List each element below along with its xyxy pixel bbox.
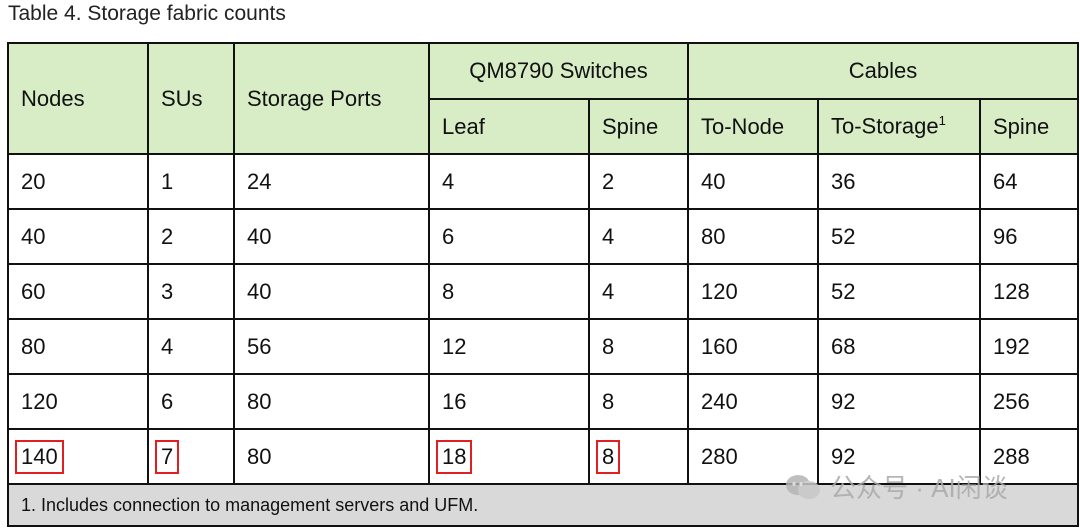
header-to-storage: To-Storage1 (817, 98, 981, 155)
cell-to-storage: 52 (817, 208, 981, 265)
table-row: 140 7 80 18 8 280 92 288 (7, 428, 1080, 485)
cell-to-storage: 68 (817, 318, 981, 375)
cell-to-node: 120 (687, 263, 819, 320)
header-sus: SUs (147, 42, 235, 155)
table-caption: Table 4. Storage fabric counts (8, 2, 286, 25)
header-cables-group: Cables (686, 42, 1080, 100)
cell-nodes: 60 (7, 263, 149, 320)
cell-sus: 4 (147, 318, 235, 375)
cell-storage-ports: 40 (233, 263, 430, 320)
cell-to-storage: 52 (817, 263, 981, 320)
cell-leaf: 8 (428, 263, 590, 320)
cell-storage-ports: 80 (233, 428, 430, 485)
cell-nodes: 20 (7, 153, 149, 210)
cell-nodes: 120 (7, 373, 149, 430)
table-row: 60 3 40 8 4 120 52 128 (7, 263, 1080, 320)
cell-spine-cable: 64 (978, 153, 1080, 210)
table-footnote: 1. Includes connection to management ser… (6, 483, 1080, 527)
cell-storage-ports: 80 (233, 373, 430, 430)
highlight-box: 8 (596, 439, 621, 474)
header-spine-cable: Spine (978, 98, 1080, 155)
cell-spine-switch: 8 (588, 318, 689, 375)
cell-spine-switch: 4 (588, 263, 689, 320)
chat-bubble-icon (786, 474, 820, 499)
cell-spine-cable: 288 (978, 428, 1080, 485)
cell-sus: 1 (147, 153, 235, 210)
storage-fabric-table: Nodes SUs Storage Ports QM8790 Switches … (6, 42, 1080, 527)
header-to-node: To-Node (687, 98, 819, 155)
table-row: 20 1 24 4 2 40 36 64 (7, 153, 1080, 210)
cell-leaf: 12 (428, 318, 590, 375)
cell-spine-switch: 4 (588, 208, 689, 265)
header-nodes: Nodes (7, 42, 149, 155)
highlight-box: 140 (15, 439, 64, 474)
cell-sus: 3 (147, 263, 235, 320)
cell-leaf: 4 (428, 153, 590, 210)
cell-to-node: 160 (687, 318, 819, 375)
cell-to-node: 80 (687, 208, 819, 265)
cell-nodes: 40 (7, 208, 149, 265)
cell-leaf: 6 (428, 208, 590, 265)
table-row: 40 2 40 6 4 80 52 96 (7, 208, 1080, 265)
header-switches-group: QM8790 Switches (428, 42, 689, 100)
cell-sus: 7 (147, 428, 235, 485)
cell-to-storage: 92 (817, 373, 981, 430)
header-spine-switch: Spine (588, 98, 689, 155)
cell-to-node: 40 (687, 153, 819, 210)
cell-storage-ports: 40 (233, 208, 430, 265)
table-row: 80 4 56 12 8 160 68 192 (7, 318, 1080, 375)
cell-spine-switch: 8 (588, 373, 689, 430)
cell-to-storage: 36 (817, 153, 981, 210)
cell-sus: 2 (147, 208, 235, 265)
cell-leaf: 18 (428, 428, 590, 485)
header-storage-ports: Storage Ports (233, 42, 430, 155)
cell-to-storage: 92 (817, 428, 981, 485)
highlight-box: 7 (155, 439, 180, 474)
cell-leaf: 16 (428, 373, 590, 430)
header-leaf: Leaf (428, 98, 590, 155)
cell-spine-cable: 96 (978, 208, 1080, 265)
cell-storage-ports: 24 (233, 153, 430, 210)
table-row: 120 6 80 16 8 240 92 256 (7, 373, 1080, 430)
cell-nodes: 140 (7, 428, 149, 485)
cell-spine-switch: 2 (588, 153, 689, 210)
cell-sus: 6 (147, 373, 235, 430)
cell-to-node: 240 (687, 373, 819, 430)
watermark-text: 公众号 · AI闲谈 (830, 473, 1008, 503)
cell-spine-cable: 128 (978, 263, 1080, 320)
cell-storage-ports: 56 (233, 318, 430, 375)
cell-spine-cable: 192 (978, 318, 1080, 375)
cell-nodes: 80 (7, 318, 149, 375)
cell-spine-cable: 256 (978, 373, 1080, 430)
cell-spine-switch: 8 (588, 428, 689, 485)
watermark: 公众号 · AI闲谈 (784, 468, 1008, 505)
footnote-marker: 1 (938, 113, 946, 129)
highlight-box: 18 (436, 439, 473, 474)
